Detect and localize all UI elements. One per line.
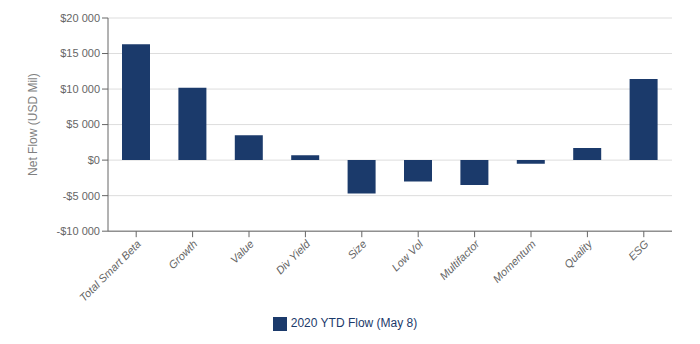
- svg-text:$20 000: $20 000: [60, 12, 100, 24]
- svg-text:-$5 000: -$5 000: [63, 190, 100, 202]
- svg-text:Value: Value: [228, 238, 256, 266]
- svg-text:$15 000: $15 000: [60, 47, 100, 59]
- svg-text:Quality: Quality: [562, 237, 596, 271]
- svg-text:Div Yield: Div Yield: [273, 237, 313, 277]
- svg-text:$0: $0: [88, 154, 100, 166]
- svg-text:Low Vol: Low Vol: [389, 237, 425, 273]
- svg-text:Multifactor: Multifactor: [437, 237, 482, 282]
- svg-text:$10 000: $10 000: [60, 83, 100, 95]
- svg-text:Momentum: Momentum: [491, 238, 538, 285]
- html-text:2020 YTD Flow (May 8): 2020 YTD Flow (May 8): [290, 316, 418, 331]
- svg-text:Net Flow (USD Mil): Net Flow (USD Mil): [26, 73, 40, 176]
- svg-text:Size: Size: [345, 238, 369, 262]
- svg-text:Total Smart Beta: Total Smart Beta: [77, 238, 143, 304]
- svg-text:ESG: ESG: [626, 237, 651, 262]
- svg-text:Growth: Growth: [166, 238, 200, 272]
- svg-text:-$10 000: -$10 000: [57, 225, 100, 237]
- svg-text:$5 000: $5 000: [66, 118, 100, 130]
